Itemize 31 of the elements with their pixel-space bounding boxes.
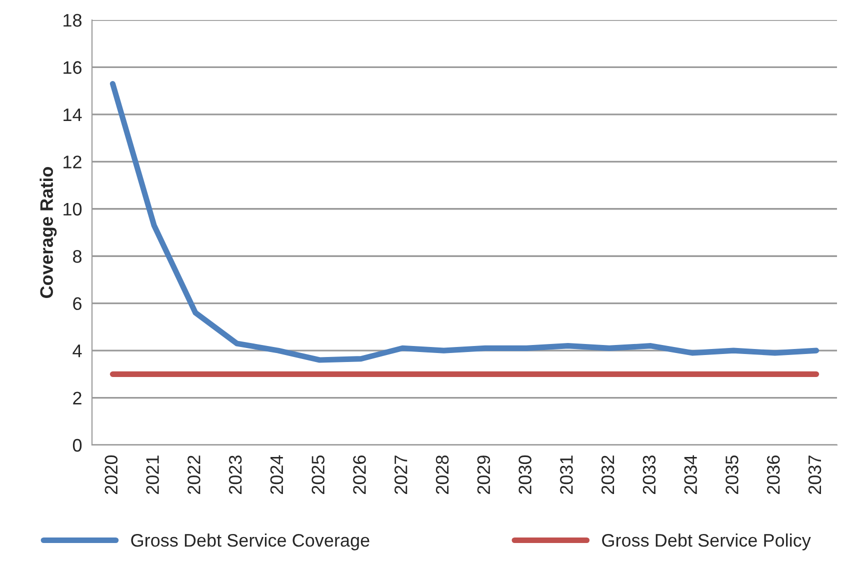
x-tick-label: 2022 [188,456,200,494]
y-tick-label: 0 [72,438,82,452]
x-tick-label: 2027 [394,456,408,494]
legend-label: Gross Debt Service Coverage [131,534,370,550]
y-tick-label: 6 [73,297,82,310]
x-tick-label: 2030 [518,455,532,494]
x-tick-label: 2021 [146,456,159,494]
x-tick-label: 2023 [228,456,242,494]
x-tick-label: 2032 [601,456,614,494]
x-tick-label: 2026 [353,456,366,494]
y-tick-label: 16 [64,61,82,74]
y-tick-label: 8 [73,250,82,263]
x-tick-label: 2020 [104,455,118,494]
x-tick-label: 2028 [436,456,449,494]
y-tick-label: 12 [64,156,82,168]
x-tick-label: 2035 [726,455,738,494]
x-tick-label: 2024 [270,455,284,494]
y-tick-label: 2 [73,392,82,404]
x-tick-label: 2037 [808,456,822,494]
legend-label: Gross Debt Service Policy [602,534,811,550]
x-tick-label: 2036 [766,456,780,494]
x-tick-label: 2033 [642,456,656,494]
y-tick-label: 10 [64,202,82,216]
x-tick-label: 2031 [560,456,573,494]
y-tick-label: 18 [64,14,82,27]
y-axis-title: Coverage Ratio [40,166,57,298]
x-tick-label: 2025 [312,455,324,494]
x-tick-label: 2034 [684,455,697,494]
x-tick-label: 2029 [477,456,490,494]
y-tick-label: 14 [64,108,82,121]
y-tick-label: 4 [72,344,82,358]
